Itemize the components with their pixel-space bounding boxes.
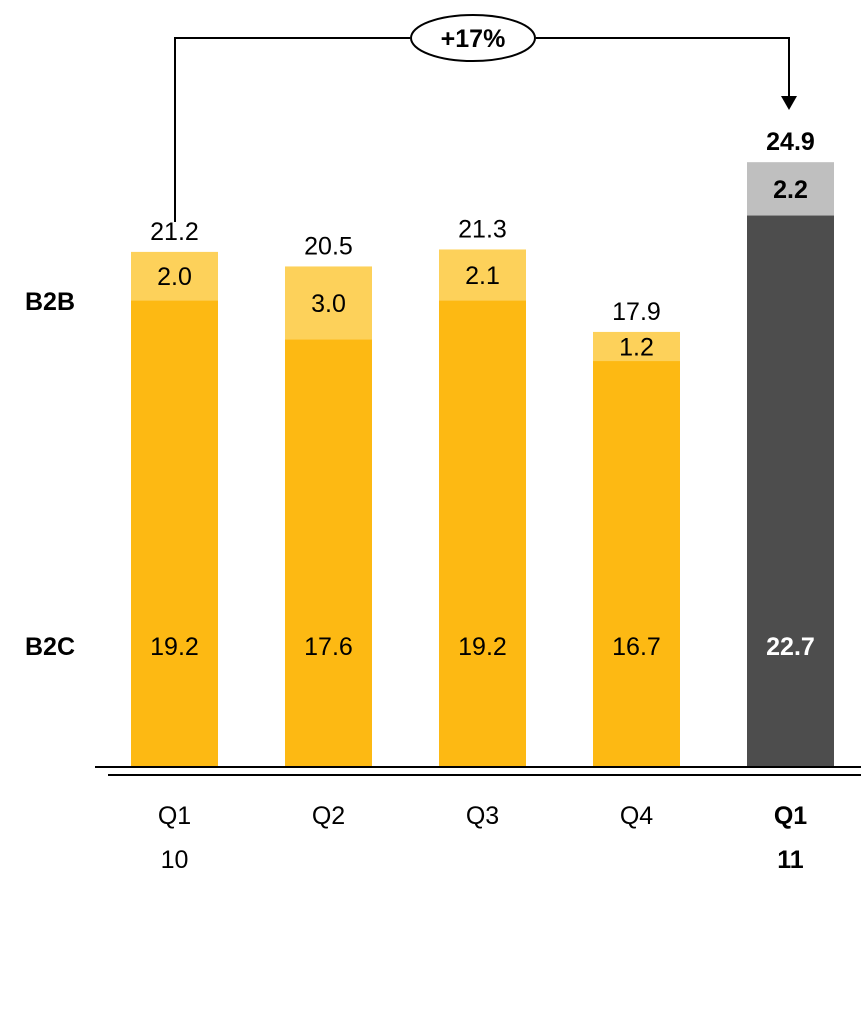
- x-tick-label: Q4: [620, 802, 653, 830]
- data-label-b2c: 17.6: [304, 633, 353, 661]
- x-tick-label: Q3: [466, 802, 499, 830]
- bars-group: 19.2 2.0 21.2 17.6 3.0 20.5 19.2 2.1 21.3 16.7 1.2…: [131, 128, 834, 766]
- x-tick-label: Q1: [774, 802, 807, 830]
- data-label-total: 20.5: [304, 232, 353, 260]
- data-label-b2b: 3.0: [311, 290, 346, 318]
- bar-b2c: [747, 215, 834, 766]
- data-label-b2c: 16.7: [612, 633, 661, 661]
- x-tick-label: Q1: [158, 802, 191, 830]
- data-label-b2b: 2.1: [465, 262, 500, 290]
- x-axis-labels: Q1 10 Q2 Q3 Q4 Q1 11: [158, 802, 807, 874]
- bar-b2c: [131, 300, 218, 766]
- x-tick-label: Q2: [312, 802, 345, 830]
- data-label-b2b: 1.2: [619, 333, 654, 361]
- data-label-b2c: 22.7: [766, 633, 815, 661]
- growth-annotation: +17%: [174, 14, 797, 222]
- growth-arrowhead: [781, 96, 797, 110]
- series-label-b2b: B2B: [25, 288, 75, 316]
- data-label-b2b: 2.2: [773, 176, 808, 204]
- data-label-total: 17.9: [612, 298, 661, 326]
- growth-badge-label: +17%: [441, 25, 506, 53]
- bar-b2b: [131, 251, 218, 301]
- growth-connector-line: [174, 37, 790, 222]
- bar-b2b: [747, 162, 834, 216]
- x-tick-label-line2: 10: [161, 846, 189, 874]
- bar-b2b: [439, 249, 526, 301]
- bar-b2c: [439, 300, 526, 766]
- bar-b2b: [593, 331, 680, 362]
- series-label-b2c: B2C: [25, 633, 75, 661]
- data-label-b2c: 19.2: [150, 633, 199, 661]
- x-tick-label-line2: 11: [777, 846, 804, 874]
- data-label-total: 21.2: [150, 218, 199, 246]
- growth-badge: [410, 14, 536, 62]
- data-label-total: 24.9: [766, 128, 815, 156]
- bar-b2c: [593, 361, 680, 766]
- bar-b2b: [285, 266, 372, 340]
- data-label-b2b: 2.0: [157, 263, 192, 291]
- data-label-b2c: 19.2: [458, 633, 507, 661]
- data-label-total: 21.3: [458, 215, 507, 243]
- bar-b2c: [285, 339, 372, 766]
